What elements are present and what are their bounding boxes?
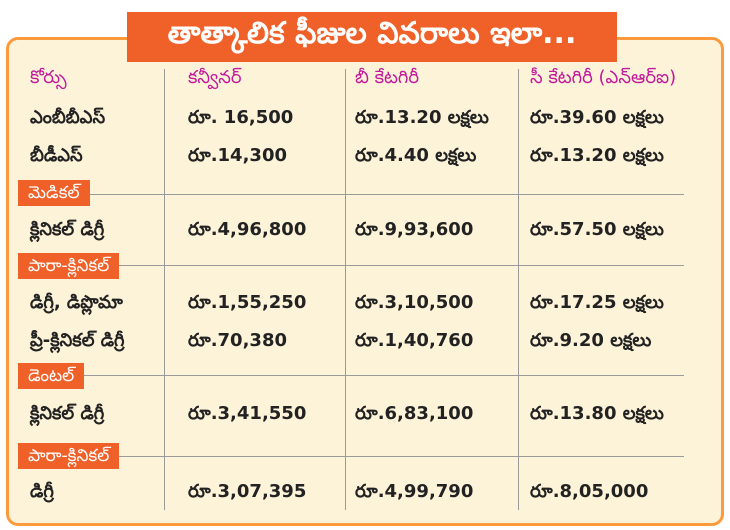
section-label-para-clinical: పారా-క్లినికల్ [18, 253, 120, 279]
row-divider [18, 375, 684, 376]
table-cell: రూ.9,93,600 [355, 219, 474, 240]
table-cell: రూ.70,380 [188, 330, 287, 351]
row-divider [18, 194, 684, 195]
table-cell: రూ.3,10,500 [355, 292, 474, 313]
table-cell: రూ.3,41,550 [188, 403, 307, 424]
table-cell: రూ.4,96,800 [188, 219, 307, 240]
table-cell: రూ.17.25 లక్షలు [530, 292, 664, 313]
table-cell: రూ.57.50 లక్షలు [530, 219, 664, 240]
table-cell: క్లినికల్ డిగ్రీ [30, 403, 105, 424]
table-cell: రూ.4.40 లక్షలు [355, 145, 477, 166]
table-cell: ప్రీ-క్లినికల్ డిగ్రీ [30, 330, 125, 351]
table-cell: రూ.13.20 లక్షలు [530, 145, 664, 166]
table-cell: రూ.8,05,000 [530, 481, 649, 502]
section-label-para-clinical-dental: పారా-క్లినికల్ [18, 443, 120, 469]
column-divider [518, 69, 519, 510]
table-cell: రూ.9.20 లక్షలు [530, 330, 652, 351]
header-c-category: సీ కేటగిరీ (ఎన్‌ఆర్‌ఐ) [530, 67, 677, 88]
table-cell: రూ.14,300 [188, 145, 287, 166]
section-label-dental: డెంటల్ [18, 363, 85, 389]
fee-table-panel [6, 37, 724, 526]
table-cell: రూ.13.80 లక్షలు [530, 403, 664, 424]
table-cell: డిగ్రీ [30, 481, 54, 502]
table-cell: రూ.13.20 లక్షలు [355, 107, 489, 128]
table-cell: రూ.3,07,395 [188, 481, 307, 502]
row-divider [18, 265, 684, 266]
header-b-category: బీ కేటగిరీ [355, 67, 420, 88]
column-divider [345, 69, 346, 510]
table-cell: రూ. 16,500 [188, 107, 294, 128]
row-divider [18, 456, 684, 457]
header-convenor: కన్వీనర్ [188, 67, 242, 88]
header-course: కోర్సు [30, 67, 67, 88]
table-cell: డిగ్రీ, డిప్లొమా [30, 292, 123, 313]
table-cell: ఎంబీబీఎస్ [30, 107, 106, 128]
table-cell: రూ.39.60 లక్షలు [530, 107, 664, 128]
table-cell: రూ.1,55,250 [188, 292, 307, 313]
page-title: తాత్కాలిక ఫీజుల వివరాలు ఇలా... [127, 12, 617, 62]
table-cell: రూ.4,99,790 [355, 481, 474, 502]
table-cell: రూ.6,83,100 [355, 403, 474, 424]
table-cell: రూ.1,40,760 [355, 330, 474, 351]
section-label-medical: మెడికల్ [18, 180, 90, 206]
table-cell: బీడీఎస్ [30, 145, 83, 166]
column-divider [164, 69, 165, 510]
table-cell: క్లినికల్ డిగ్రీ [30, 219, 105, 240]
